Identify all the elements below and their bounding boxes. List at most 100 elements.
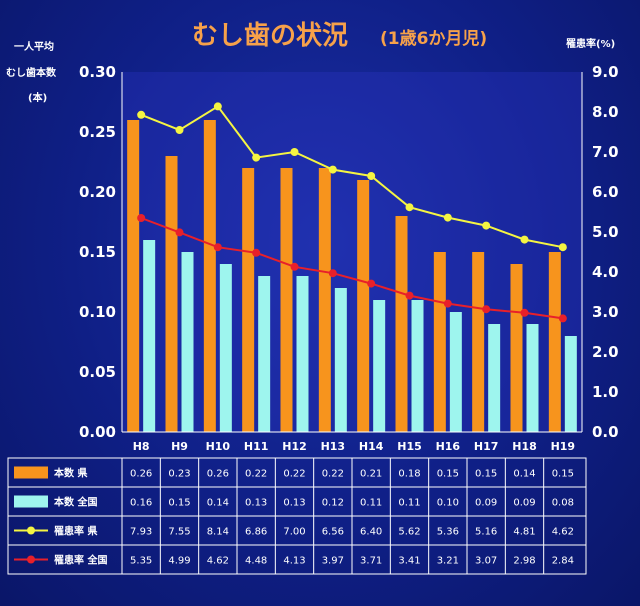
point-national-rate <box>137 214 146 222</box>
point-national-rate <box>443 299 452 308</box>
point-prefecture-rate <box>443 213 452 222</box>
data-label: 7.55 <box>168 527 190 538</box>
bar-national <box>219 264 232 432</box>
point-prefecture-rate <box>175 126 184 134</box>
x-tick-label: H19 <box>551 440 576 453</box>
data-label: 3.07 <box>475 556 497 567</box>
data-label: 0.15 <box>437 469 459 480</box>
chart-title: むし歯の状況 <box>192 21 348 51</box>
data-label: 0.09 <box>513 498 535 509</box>
x-tick-label: H14 <box>359 440 384 453</box>
point-national-rate <box>175 228 184 237</box>
bar-national <box>373 300 386 432</box>
point-national-rate <box>252 248 261 257</box>
right-tick-label: 6.0 <box>592 183 619 201</box>
data-label: 5.36 <box>437 527 459 538</box>
legend-key-marker <box>27 526 35 535</box>
point-prefecture-rate <box>482 221 491 230</box>
point-prefecture-rate <box>290 148 299 156</box>
right-tick-label: 9.0 <box>592 63 619 81</box>
bar-prefecture <box>472 252 485 432</box>
chart-subtitle: (1歳6か月児) <box>380 28 487 49</box>
bar-prefecture <box>395 216 408 432</box>
data-label: 0.22 <box>283 469 305 480</box>
bar-prefecture <box>510 264 523 432</box>
legend-key-bar <box>14 466 48 479</box>
x-tick-label: H18 <box>512 440 537 453</box>
legend-label: 罹患率 全国 <box>54 554 107 567</box>
x-tick-label: H9 <box>171 440 188 453</box>
bar-prefecture <box>357 180 370 432</box>
data-label: 0.13 <box>283 498 305 509</box>
left-tick-label: 0.05 <box>79 363 116 381</box>
point-national-rate <box>290 262 299 271</box>
point-national-rate <box>213 243 222 252</box>
right-tick-label: 5.0 <box>592 223 619 241</box>
data-label: 3.21 <box>437 556 459 567</box>
legend-label: 本数 全国 <box>54 496 97 509</box>
data-label: 3.97 <box>322 556 344 567</box>
point-prefecture-rate <box>252 153 261 162</box>
left-tick-label: 0.20 <box>79 183 116 201</box>
data-label: 3.71 <box>360 556 382 567</box>
point-national-rate <box>367 279 376 288</box>
point-prefecture-rate <box>213 102 222 111</box>
point-national-rate <box>405 291 414 300</box>
data-label: 0.11 <box>360 498 382 509</box>
data-label: 0.13 <box>245 498 267 509</box>
right-tick-label: 0.0 <box>592 423 619 441</box>
x-tick-label: H15 <box>397 440 422 453</box>
data-label: 0.23 <box>168 469 190 480</box>
data-label: 0.14 <box>207 498 229 509</box>
left-tick-label: 0.10 <box>79 303 116 321</box>
data-label: 0.16 <box>130 498 152 509</box>
data-label: 4.48 <box>245 556 267 567</box>
data-label: 5.35 <box>130 556 152 567</box>
data-label: 0.22 <box>322 469 344 480</box>
plot-area <box>122 72 582 432</box>
data-label: 2.84 <box>552 556 574 567</box>
point-national-rate <box>558 314 567 323</box>
point-national-rate <box>328 269 337 278</box>
bar-national <box>143 240 156 432</box>
bar-national <box>449 312 462 432</box>
data-label: 6.86 <box>245 527 267 538</box>
left-axis-caption-3: (本) <box>28 91 47 104</box>
data-label: 0.15 <box>168 498 190 509</box>
data-label: 8.14 <box>207 527 229 538</box>
legend-key-bar <box>14 495 48 508</box>
right-tick-label: 8.0 <box>592 103 619 121</box>
series-line-prefecture-rate <box>140 105 564 249</box>
data-label: 0.09 <box>475 498 497 509</box>
point-prefecture-rate <box>367 172 376 180</box>
data-label: 2.98 <box>513 556 535 567</box>
point-prefecture-rate <box>558 243 567 252</box>
series-line-national-rate <box>140 217 563 320</box>
point-prefecture-rate <box>328 165 337 174</box>
bar-prefecture <box>318 168 331 432</box>
left-tick-label: 0.15 <box>79 243 116 261</box>
data-label: 0.12 <box>322 498 344 509</box>
bar-national <box>411 300 424 432</box>
data-label: 4.99 <box>168 556 190 567</box>
data-label: 7.93 <box>130 527 152 538</box>
x-tick-label: H10 <box>206 440 231 453</box>
data-label: 6.40 <box>360 527 382 538</box>
right-tick-label: 4.0 <box>592 263 619 281</box>
bar-prefecture <box>242 168 255 432</box>
x-tick-label: H12 <box>282 440 307 453</box>
bar-national <box>526 324 539 432</box>
data-label: 0.14 <box>513 469 535 480</box>
data-label: 0.21 <box>360 469 382 480</box>
data-label: 4.13 <box>283 556 305 567</box>
bar-prefecture <box>127 120 140 432</box>
bar-national <box>296 276 309 432</box>
data-label: 3.41 <box>398 556 420 567</box>
legend-key-marker <box>27 555 35 564</box>
point-prefecture-rate <box>405 203 414 212</box>
bar-national <box>258 276 271 432</box>
left-tick-label: 0.00 <box>79 423 116 441</box>
right-tick-label: 7.0 <box>592 143 619 161</box>
right-tick-label: 3.0 <box>592 303 619 321</box>
